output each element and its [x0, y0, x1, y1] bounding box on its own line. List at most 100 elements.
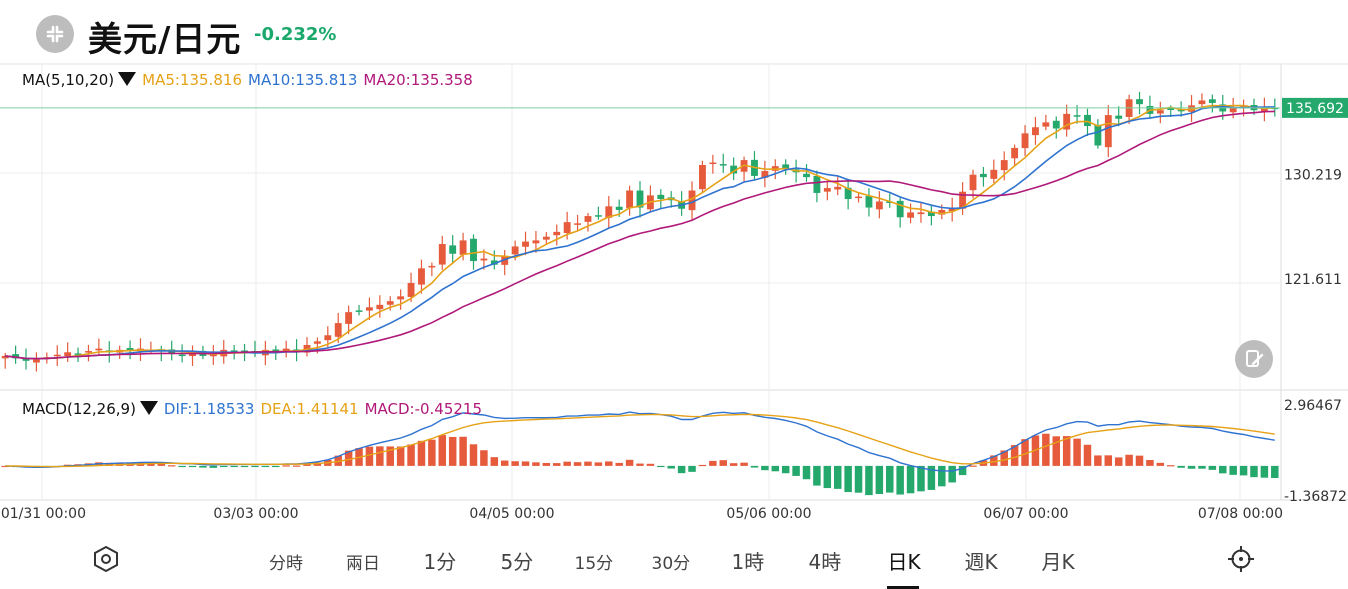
x-axis-label: 07/08 00:00 — [1198, 506, 1283, 522]
macd-histogram-bar — [240, 465, 249, 468]
tab-0[interactable]: 分時 — [269, 554, 303, 574]
candle-body — [594, 215, 602, 217]
tab-9[interactable]: 週K — [964, 550, 998, 574]
ma-settings-label[interactable]: MA(5,10,20) — [22, 71, 115, 89]
macd-settings-label[interactable]: MACD(12,26,9) — [22, 400, 136, 418]
macd-histogram-bar — [532, 462, 540, 466]
candle-body — [855, 196, 862, 199]
candle-body — [209, 354, 217, 357]
macd-histogram-bar — [729, 463, 738, 466]
candle-body — [823, 188, 831, 192]
tab-8[interactable]: 日K — [887, 550, 921, 574]
candle-body — [334, 323, 342, 337]
tab-3[interactable]: 5分 — [500, 550, 534, 574]
macd-histogram-bar — [1187, 465, 1196, 469]
macd-histogram-bar — [167, 465, 176, 467]
candle-body — [688, 190, 696, 211]
tab-7[interactable]: 4時 — [808, 550, 842, 574]
candle-body — [761, 171, 769, 178]
tab-4[interactable]: 15分 — [574, 554, 614, 574]
macd-histogram-bar — [594, 462, 603, 466]
tab-10[interactable]: 月K — [1041, 550, 1075, 574]
tab-2[interactable]: 1分 — [423, 550, 457, 574]
macd-histogram-bar — [1104, 455, 1113, 466]
candle-body — [178, 354, 186, 357]
candle-body — [282, 348, 290, 351]
candle-body — [730, 165, 738, 174]
candle-body — [1032, 127, 1039, 136]
macd-legend: MACD(12,26,9) DIF:1.18533 DEA:1.41141 MACD:… — [22, 400, 488, 418]
macd-histogram-bar — [365, 446, 374, 466]
candle-body — [22, 358, 30, 361]
candle-body — [699, 164, 706, 190]
macd-histogram-bar — [823, 465, 832, 489]
candle-body — [355, 310, 363, 312]
macd-histogram-bar — [1135, 455, 1144, 466]
macd-histogram-bar — [500, 460, 509, 466]
tab-1[interactable]: 兩日 — [346, 554, 380, 574]
macd-histogram-bar — [917, 465, 925, 492]
candle-body — [95, 348, 103, 351]
macd-dropdown-icon[interactable] — [139, 401, 158, 415]
candlestick-chart[interactable]: 135.692 130.219 121.611 2.96467 -1.36872 01/3… — [0, 0, 1348, 532]
macd-histogram-bar — [1208, 465, 1217, 470]
price-tick-label: 121.611 — [1284, 272, 1342, 288]
macd-histogram-bar — [1125, 454, 1133, 466]
tab-6[interactable]: 1時 — [731, 550, 765, 574]
candle-body — [907, 212, 915, 218]
ma5-value: MA5:135.816 — [142, 71, 243, 89]
candle-body — [990, 169, 998, 179]
candle-body — [470, 238, 477, 262]
macd-histogram-bar — [688, 465, 696, 472]
collapse-icon[interactable] — [36, 15, 74, 53]
ma-dropdown-icon[interactable] — [118, 72, 137, 86]
candle-body — [428, 265, 436, 268]
candle-body — [771, 166, 779, 171]
candle-body — [844, 187, 852, 200]
timeframe-bar: 分時 兩日 1分 5分 15分 30分 1時 4時 日K 週K 月K — [0, 532, 1348, 589]
macd-histogram-bar — [740, 462, 748, 466]
candle-body — [574, 223, 581, 225]
x-axis-label: 04/05 00:00 — [469, 506, 554, 522]
macd-histogram-bar — [625, 459, 634, 466]
candle-body — [522, 241, 529, 247]
macd-histogram-bar — [1073, 438, 1081, 466]
macd-histogram-bar — [667, 465, 675, 469]
tab-5[interactable]: 30分 — [651, 554, 691, 574]
macd-histogram-bar — [719, 460, 727, 466]
candle-body — [834, 186, 842, 190]
candle-body — [896, 200, 904, 218]
hexagon-settings-icon[interactable] — [91, 544, 121, 574]
candle-body — [948, 207, 956, 212]
candle-body — [1084, 114, 1091, 127]
candle-body — [365, 307, 373, 311]
ma-legend: MA(5,10,20) MA5:135.816 MA10:135.813 MA20:1… — [22, 71, 479, 89]
macd-histogram-bar — [344, 450, 353, 466]
macd-histogram-bar — [157, 464, 166, 466]
macd-histogram-bar — [584, 461, 592, 466]
candle-body — [12, 354, 20, 359]
candle-body — [813, 176, 821, 193]
candle-body — [1177, 109, 1185, 112]
macd-value: MACD:-0.45215 — [364, 400, 483, 418]
macd-histogram-bar — [636, 463, 644, 466]
crosshair-icon[interactable] — [1226, 544, 1256, 574]
current-price-tag — [1282, 97, 1348, 118]
ma10-value: MA10:135.813 — [248, 71, 358, 89]
macd-histogram-bar — [105, 462, 114, 466]
candle-body — [584, 216, 592, 222]
macd-histogram-bar — [938, 465, 946, 487]
macd-histogram-bar — [906, 465, 915, 494]
macd-histogram-bar — [448, 436, 457, 466]
candle-body — [64, 352, 72, 357]
candle-body — [782, 164, 790, 169]
macd-histogram-bar — [1114, 457, 1123, 466]
candle-body — [553, 231, 561, 236]
candle-body — [875, 201, 883, 210]
macd-histogram-bar — [459, 436, 467, 466]
candle-body — [563, 222, 571, 234]
macd-histogram-bar — [792, 465, 800, 476]
edit-toggle-icon[interactable] — [1235, 340, 1273, 378]
macd-histogram-bar — [1062, 436, 1071, 466]
candle-body — [241, 350, 248, 352]
